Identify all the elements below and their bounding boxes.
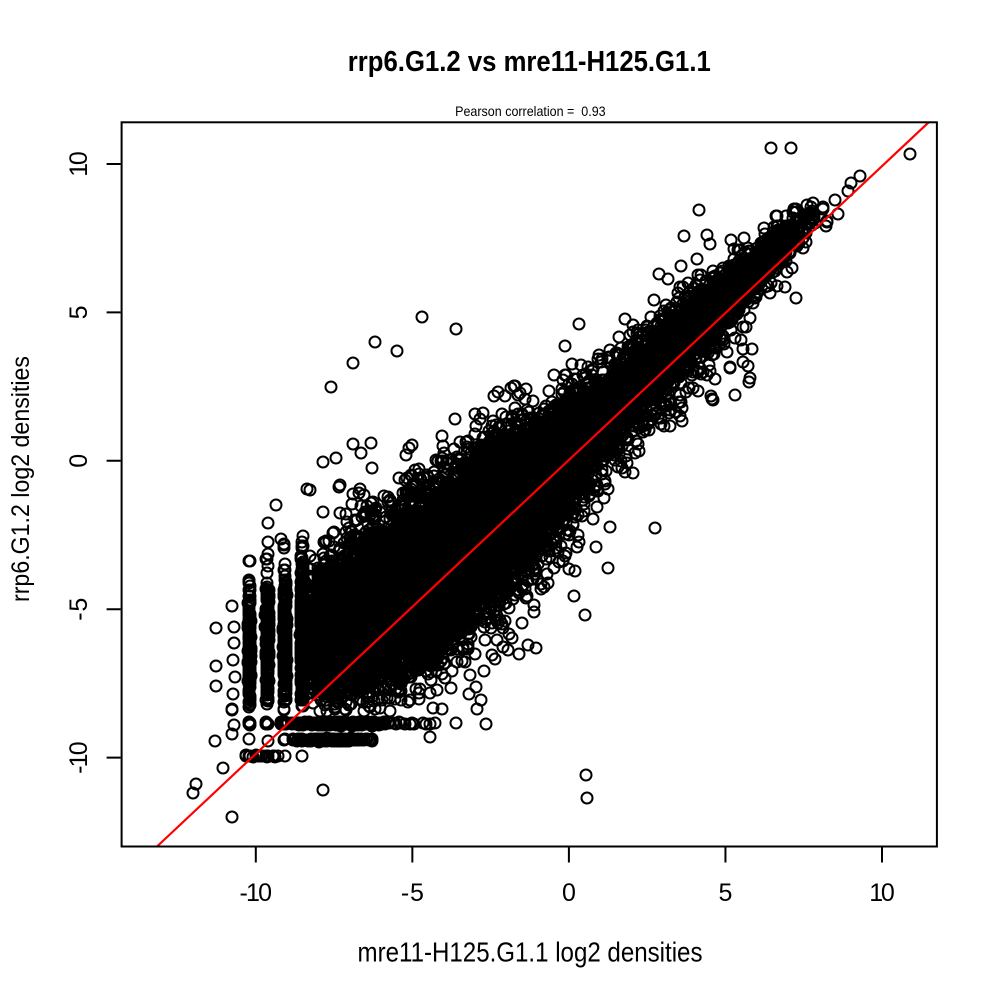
svg-text:mre11-H125.G1.1 log2 densities: mre11-H125.G1.1 log2 densities xyxy=(358,936,703,967)
svg-text:-10: -10 xyxy=(65,741,93,774)
svg-text:rrp6.G1.2 log2 densities: rrp6.G1.2 log2 densities xyxy=(7,356,35,602)
svg-text:0: 0 xyxy=(65,454,93,468)
svg-text:-5: -5 xyxy=(401,879,424,907)
svg-text:rrp6.G1.2 vs mre11-H125.G1.1: rrp6.G1.2 vs mre11-H125.G1.1 xyxy=(348,46,711,78)
svg-text:10: 10 xyxy=(65,151,93,177)
svg-text:0: 0 xyxy=(562,879,576,907)
svg-text:Pearson correlation = 0.93: Pearson correlation = 0.93 xyxy=(455,103,606,119)
svg-text:5: 5 xyxy=(718,879,732,907)
svg-text:10: 10 xyxy=(869,879,895,907)
svg-text:-10: -10 xyxy=(240,879,272,907)
svg-text:5: 5 xyxy=(65,305,93,319)
svg-text:-5: -5 xyxy=(65,598,93,621)
